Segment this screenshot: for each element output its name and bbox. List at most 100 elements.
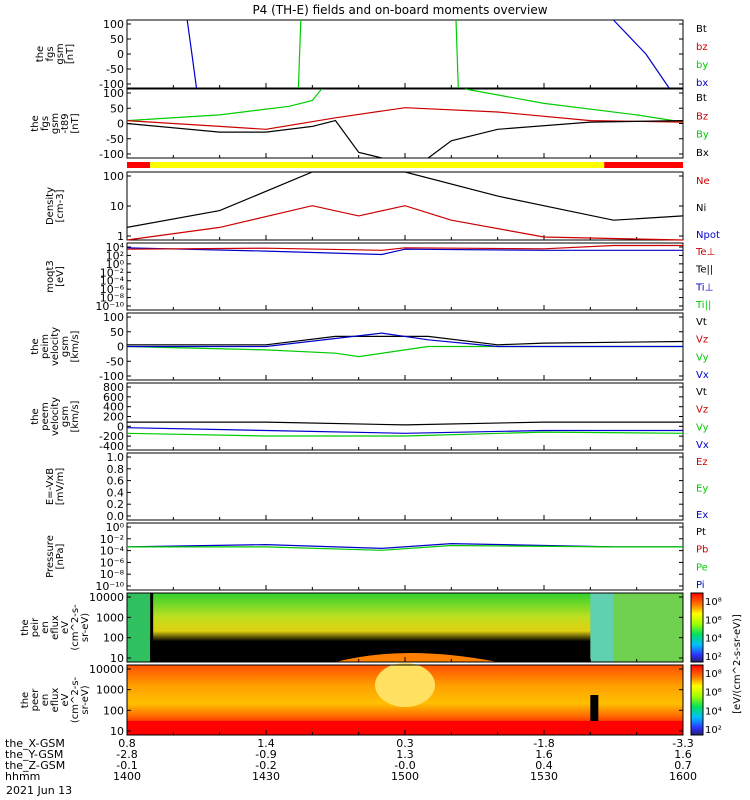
y-tick-label: 0 <box>117 420 124 433</box>
y-tick-label: -50 <box>106 355 124 368</box>
y-axis-label: velocity <box>50 397 61 436</box>
axis-row-value: 0.7 <box>674 759 692 772</box>
panel-peim: 100 50 0-50 -100 the peim velocity gsm [km/s] Vt V… <box>30 311 709 383</box>
y-tick-label: 1 <box>117 230 124 243</box>
y-tick-label: 400 <box>103 401 124 414</box>
axis-row-value: 1400 <box>113 770 141 783</box>
panel-fgs-t89: 100 50 0 -50 -100 the fgs gsm -t89 [nT] Bt Bz By Bx <box>30 87 709 161</box>
y-tick-label: 0.8 <box>107 463 125 476</box>
y-tick-label: 10⁻² <box>100 266 124 279</box>
colorbar-label: [eV/(cm^2-s-sr-eV)] <box>732 614 743 714</box>
legend-entry: Bz <box>696 111 708 122</box>
y-tick-label: 10000 <box>89 591 124 604</box>
date-label: 2021 Jun 13 <box>6 784 72 797</box>
y-tick-label: -100 <box>99 148 124 161</box>
y-tick-label: 100 <box>103 632 124 645</box>
axis-row-value: 0.8 <box>118 737 136 750</box>
series-Pi <box>126 542 683 550</box>
series-Te⊥ <box>126 244 683 251</box>
y-tick-label: 50 <box>110 33 124 46</box>
y-tick-label: 100 <box>103 18 124 31</box>
y-axis-label: eV <box>60 621 71 634</box>
legend-entry: Vy <box>696 422 709 433</box>
axis-row-value: 1.6 <box>535 748 553 761</box>
colorbar-tick: 10⁴ <box>705 634 722 645</box>
y-axis-label: en <box>40 621 51 634</box>
y-axis-label: eflux <box>50 615 61 640</box>
series-bx2 <box>613 19 670 89</box>
legend-entry: Npot <box>696 230 720 241</box>
panel-frame <box>126 242 684 311</box>
series-bz <box>455 19 459 89</box>
axis-row-value: 1500 <box>391 770 419 783</box>
y-axis-label: fgs <box>45 46 56 61</box>
y-tick-label: -400 <box>99 440 124 453</box>
y-axis-label: [km/s] <box>70 400 81 432</box>
y-axis-label: the <box>30 115 41 131</box>
legend-entry: Ti⊥ <box>695 282 713 293</box>
series-Ti⊥ <box>126 247 683 256</box>
series-by <box>297 19 302 89</box>
y-tick-label: 10 <box>110 200 124 213</box>
legend-entry: Ti|| <box>695 300 711 311</box>
legend-entry: Ez <box>696 457 708 468</box>
series-Vy <box>126 345 683 358</box>
panel-frame <box>126 522 684 591</box>
y-axis-label: peem <box>40 402 51 430</box>
series-Vt <box>127 421 683 426</box>
colorbar <box>690 664 704 736</box>
y-tick-label: 100 <box>103 87 124 100</box>
axis-row-value: -0.2 <box>255 759 276 772</box>
y-axis-label: [cm-3] <box>55 189 66 222</box>
y-tick-label: 0.6 <box>107 475 125 488</box>
mode-bar-segment <box>604 162 683 168</box>
y-axis-label: gsm <box>55 43 66 64</box>
y-axis-label: -t89 <box>60 113 71 133</box>
panel-peer: 10000 1000 100 10 the peer en eflux eV (cm^2-s-sr… <box>20 663 722 738</box>
y-tick-label: 800 <box>103 381 124 394</box>
y-axis-label: the <box>35 46 46 62</box>
panel-frame <box>126 452 684 521</box>
series-Ne <box>126 205 684 241</box>
axis-row-value: -2.8 <box>116 748 137 761</box>
axis-row-label: the_Y-GSM <box>5 748 63 761</box>
spectrogram-arc <box>335 653 498 662</box>
y-tick-label: -50 <box>106 133 124 146</box>
series-Vt <box>127 335 684 346</box>
spectrogram-gap <box>590 695 599 735</box>
panel-peir: 10000 1000 100 10 the peir en eflux eV (cm^2-s-sr… <box>20 591 722 665</box>
series-Bx <box>126 119 382 159</box>
mode-bar-segment <box>150 162 605 168</box>
y-axis-label: the <box>20 692 31 708</box>
y-axis-label: Density <box>45 187 56 225</box>
y-tick-label: 10⁻⁴ <box>100 545 125 558</box>
legend-entry: Bt <box>696 93 707 104</box>
y-axis-label: peir <box>30 617 41 637</box>
y-tick-label: -50 <box>106 63 124 76</box>
axis-row-value: 1430 <box>252 770 280 783</box>
figure-title: P4 (TH-E) fields and on-board moments ov… <box>252 3 547 17</box>
series-Pe <box>127 544 683 551</box>
y-axis-label: the <box>20 619 31 635</box>
axis-row-value: -0.9 <box>255 748 276 761</box>
legend-entry: Bx <box>696 148 709 159</box>
y-axis-label: Pressure <box>45 535 56 578</box>
y-axis-label: [nPa] <box>55 543 66 569</box>
series-Ni <box>126 171 684 228</box>
y-tick-label: 0 <box>117 341 124 354</box>
y-tick-label: 0 <box>117 118 124 131</box>
legend-entry: by <box>696 60 708 71</box>
spectrogram-edge <box>127 593 151 662</box>
y-tick-label: 100 <box>103 170 124 183</box>
axis-row-value: 1530 <box>530 770 558 783</box>
panel-frame <box>126 19 684 89</box>
spectrogram-hot <box>375 663 435 707</box>
panel-fgs: 100 50 0 -50 -100 the fgs gsm [nT] Bt bz by bx <box>35 18 708 91</box>
legend-entry: Vy <box>696 352 709 363</box>
y-axis-label: velocity <box>50 327 61 366</box>
y-tick-label: -100 <box>99 78 124 91</box>
legend-entry: Vz <box>696 335 708 346</box>
